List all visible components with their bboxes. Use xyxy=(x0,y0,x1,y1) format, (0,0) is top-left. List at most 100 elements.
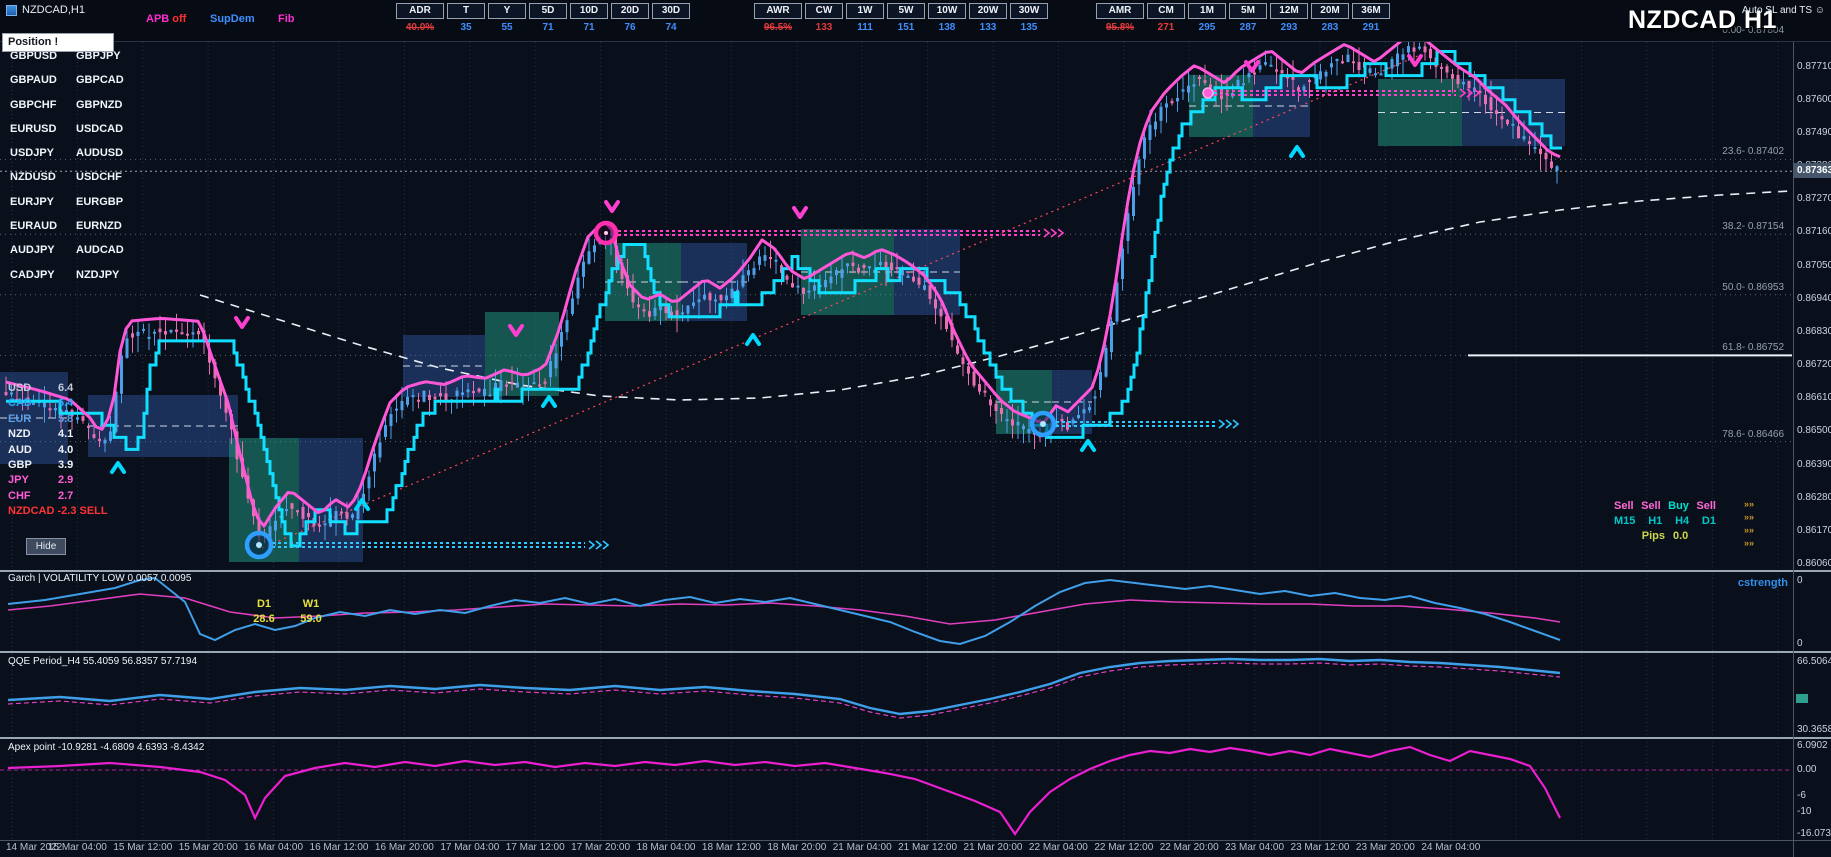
pair-item-eurnzd[interactable]: EURNZD xyxy=(76,220,122,233)
range-value: 40.0% xyxy=(405,22,435,33)
time-tick-label: 22 Mar 04:00 xyxy=(1028,842,1088,853)
range-header-adr[interactable]: ADR xyxy=(396,3,444,19)
pair-item-gbpusd[interactable]: GBPUSD xyxy=(10,50,58,62)
symbol-watermark: NZDCAD H1 xyxy=(1628,6,1777,34)
pair-item-euraud[interactable]: EURAUD xyxy=(10,220,58,233)
pane-separator[interactable] xyxy=(0,651,1831,653)
range-header-30w[interactable]: 30W xyxy=(1010,3,1048,19)
time-tick-label: 16 Mar 04:00 xyxy=(244,842,304,853)
strength-signal: NZDCAD -2.3 SELL xyxy=(8,505,108,517)
gold-marker: »» xyxy=(1744,525,1755,535)
chart-icon xyxy=(6,4,17,16)
signal-direction: Buy xyxy=(1668,500,1689,512)
fib-button[interactable]: Fib xyxy=(278,13,295,25)
garch-d1-readout: D1 28.6 xyxy=(246,597,282,627)
garch-d1-label: D1 xyxy=(256,598,272,610)
strength-row-eur: EUR 5.8 xyxy=(8,412,74,425)
time-tick-label: 23 Mar 12:00 xyxy=(1290,842,1350,853)
qqe-axis-top: 66.5064 xyxy=(1797,656,1831,667)
strength-row-chf: CHF 2.7 xyxy=(8,489,74,502)
pair-item-eurjpy[interactable]: EURJPY xyxy=(10,195,55,208)
main-chart-canvas[interactable] xyxy=(0,0,1793,857)
range-value: 133 xyxy=(979,22,997,33)
pair-item-gbpchf[interactable]: GBPCHF xyxy=(10,98,57,111)
range-header-1w[interactable]: 1W xyxy=(846,3,884,19)
range-value: 271 xyxy=(1157,22,1175,33)
range-header-t[interactable]: T xyxy=(447,3,485,19)
apex-axis-tick: -10 xyxy=(1797,806,1812,817)
time-tick-label: 23 Mar 04:00 xyxy=(1225,842,1285,853)
time-tick-label: 18 Mar 04:00 xyxy=(636,842,696,853)
hide-button[interactable]: Hide xyxy=(26,538,66,555)
gridlines xyxy=(11,42,1779,840)
range-header-y[interactable]: Y xyxy=(488,3,526,19)
pane-separator[interactable] xyxy=(0,570,1831,572)
range-header-20m[interactable]: 20M xyxy=(1311,3,1349,19)
range-header-12m[interactable]: 12M xyxy=(1270,3,1308,19)
price-tick: 0.86940 xyxy=(1797,292,1831,304)
pair-item-eurusd[interactable]: EURUSD xyxy=(10,122,57,135)
pair-item-usdjpy[interactable]: USDJPY xyxy=(10,147,55,160)
range-header-1m[interactable]: 1M xyxy=(1188,3,1226,19)
pane-separator[interactable] xyxy=(0,737,1831,739)
supdem-button[interactable]: SupDem xyxy=(210,13,255,25)
price-axis[interactable]: 0.877100.876000.874900.873800.872700.871… xyxy=(1793,0,1831,857)
price-tick: 0.87270 xyxy=(1797,193,1831,205)
garch-indicator-label: Garch | VOLATILITY LOW 0.0057 0.0095 xyxy=(8,573,192,584)
range-value: 293 xyxy=(1280,22,1298,33)
apex-axis-tick: -16.0733 xyxy=(1797,828,1831,839)
position-input[interactable]: Position ! xyxy=(2,33,114,52)
range-header-10w[interactable]: 10W xyxy=(928,3,966,19)
range-header-30d[interactable]: 30D xyxy=(652,3,690,19)
apex-axis-tick: 6.0902 xyxy=(1797,740,1828,751)
range-header-awr[interactable]: AWR xyxy=(754,3,802,19)
pair-item-gbpnzd[interactable]: GBPNZD xyxy=(76,98,123,111)
signal-timeframe: D1 xyxy=(1701,515,1716,527)
pair-item-eurgbp[interactable]: EURGBP xyxy=(76,195,124,208)
range-header-cm[interactable]: CM xyxy=(1147,3,1185,19)
pair-item-usdcad[interactable]: USDCAD xyxy=(76,122,124,135)
time-tick-label: 21 Mar 12:00 xyxy=(898,842,958,853)
range-value: 76 xyxy=(624,22,636,33)
range-header-10d[interactable]: 10D xyxy=(570,3,608,19)
time-tick-label: 17 Mar 12:00 xyxy=(505,842,565,853)
price-tick: 0.86390 xyxy=(1797,458,1831,470)
range-header-36m[interactable]: 36M xyxy=(1352,3,1390,19)
pair-item-cadjpy[interactable]: CADJPY xyxy=(10,268,55,281)
pair-item-usdchf[interactable]: USDCHF xyxy=(76,171,122,184)
range-value: 35 xyxy=(460,22,472,33)
price-tick: 0.86280 xyxy=(1797,491,1831,503)
range-header-5d[interactable]: 5D xyxy=(529,3,567,19)
pair-item-audusd[interactable]: AUDUSD xyxy=(76,147,124,160)
time-axis[interactable]: 14 Mar 2022 15 Mar 04:00 15 Mar 12:00 15 Ma… xyxy=(0,841,1793,857)
price-tick: 0.87710 xyxy=(1797,60,1831,72)
pair-item-gbpaud[interactable]: GBPAUD xyxy=(10,74,57,87)
range-value: 55 xyxy=(501,22,513,33)
range-value: 291 xyxy=(1362,22,1380,33)
pair-item-nzdusd[interactable]: NZDUSD xyxy=(10,171,56,184)
pair-item-gbpjpy[interactable]: GBPJPY xyxy=(76,50,121,62)
pair-item-audcad[interactable]: AUDCAD xyxy=(76,244,124,257)
time-tick-label: 17 Mar 20:00 xyxy=(571,842,631,853)
range-header-amr[interactable]: AMR xyxy=(1096,3,1144,19)
apex-indicator-label: Apex point -10.9281 -4.6809 4.6393 -8.43… xyxy=(8,742,205,753)
range-header-5w[interactable]: 5W xyxy=(887,3,925,19)
time-tick-label: 22 Mar 12:00 xyxy=(1094,842,1154,853)
time-tick-label: 18 Mar 20:00 xyxy=(767,842,827,853)
apb-toggle-button[interactable]: APB off xyxy=(146,13,186,25)
range-value: 111 xyxy=(857,22,873,33)
range-header-5m[interactable]: 5M xyxy=(1229,3,1267,19)
range-header-20d[interactable]: 20D xyxy=(611,3,649,19)
range-header-20w[interactable]: 20W xyxy=(969,3,1007,19)
chart-tab[interactable]: NZDCAD,H1 xyxy=(6,4,85,16)
pair-item-audjpy[interactable]: AUDJPY xyxy=(10,244,55,257)
pair-item-gbpcad[interactable]: GBPCAD xyxy=(76,74,124,87)
apex-axis-tick: 0.00 xyxy=(1797,764,1817,775)
range-header-cw[interactable]: CW xyxy=(805,3,843,19)
garch-w1-readout: W1 59.0 xyxy=(293,597,329,627)
pair-item-nzdjpy[interactable]: NZDJPY xyxy=(76,268,120,281)
price-tick: 0.86830 xyxy=(1797,325,1831,337)
range-value: 135 xyxy=(1020,22,1038,33)
signal-timeframe: H1 xyxy=(1648,515,1663,527)
garch-d1-value: 28.6 xyxy=(253,613,275,625)
